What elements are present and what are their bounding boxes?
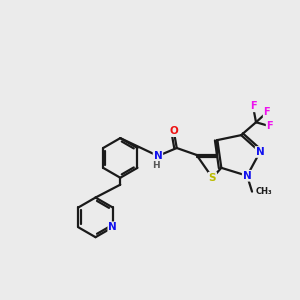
Text: O: O [169,126,178,136]
Text: S: S [209,173,216,183]
Text: N: N [256,147,264,157]
Text: F: F [267,121,273,131]
Text: H: H [152,161,160,170]
Text: N: N [108,222,117,232]
Text: F: F [250,101,256,111]
Text: N: N [154,151,162,161]
Text: F: F [264,107,270,117]
Text: N: N [243,171,251,181]
Text: CH₃: CH₃ [256,187,273,196]
